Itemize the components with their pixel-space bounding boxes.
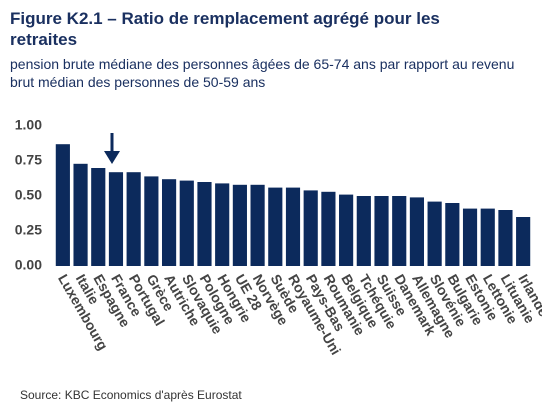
- bar: [480, 208, 495, 266]
- chart-title: Figure K2.1 – Ratio de remplacement agré…: [10, 9, 440, 49]
- bar: [356, 196, 371, 266]
- bar: [339, 194, 354, 266]
- bar: [303, 190, 318, 266]
- bar: [179, 180, 194, 266]
- bar: [55, 144, 70, 266]
- bar: [126, 172, 141, 266]
- y-tick-label: 0.75: [15, 152, 42, 168]
- bar: [427, 201, 442, 266]
- bar: [91, 168, 106, 266]
- bar: [161, 179, 177, 266]
- bar: [108, 172, 124, 266]
- bar: [232, 184, 247, 266]
- bar: [144, 176, 159, 266]
- bar: [197, 182, 212, 266]
- bar: [374, 196, 389, 266]
- chart-subtitle: pension brute médiane des personnes âgée…: [10, 56, 515, 90]
- bar: [268, 187, 283, 266]
- bar: [498, 210, 513, 266]
- bar: [285, 187, 301, 266]
- y-tick-label: 0.50: [15, 187, 42, 203]
- chart: 0.000.250.500.751.00LuxembourgItalieEspa…: [15, 117, 542, 358]
- y-tick-label: 1.00: [15, 117, 42, 133]
- bar: [445, 203, 460, 266]
- bar: [516, 217, 531, 266]
- bar: [409, 197, 425, 266]
- bar: [321, 191, 336, 266]
- bar: [250, 184, 265, 266]
- y-tick-label: 0.25: [15, 222, 42, 238]
- bar: [215, 183, 230, 266]
- y-tick-label: 0.00: [15, 257, 42, 273]
- bar: [73, 163, 88, 266]
- arrow: [104, 133, 120, 164]
- bar: [392, 196, 407, 266]
- source: Source: KBC Economics d'après Eurostat: [20, 388, 242, 402]
- bar: [462, 208, 478, 266]
